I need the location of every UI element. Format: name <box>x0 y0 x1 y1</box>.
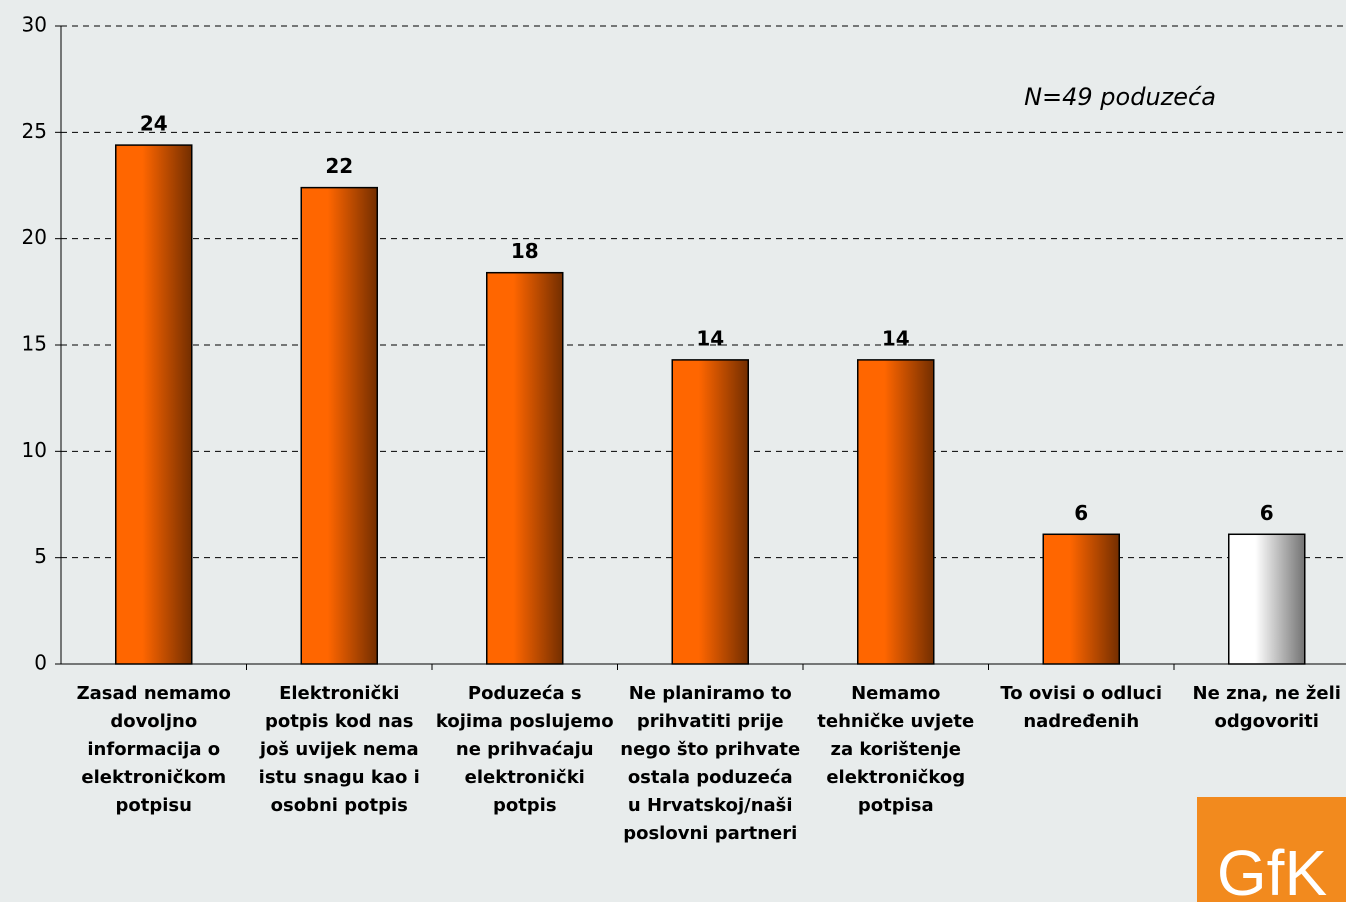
value-label: 6 <box>1074 501 1088 525</box>
y-tick-label: 25 <box>22 119 47 143</box>
bar <box>115 144 193 665</box>
bar <box>671 359 749 665</box>
y-tick-label: 5 <box>34 544 47 568</box>
bar <box>486 271 564 665</box>
x-tick-label: Ne zna, ne želi odgovoriti <box>1192 683 1341 732</box>
value-label: 18 <box>511 239 539 263</box>
x-tick-label: Ne planiramo to prihvatiti prije nego št… <box>620 683 801 844</box>
x-tick-label: Nemamo tehničke uvjete za korištenje ele… <box>817 683 975 816</box>
y-tick-label: 15 <box>22 332 47 356</box>
x-tick-label: Elektronički potpis kod nas još uvijek n… <box>258 683 420 816</box>
x-tick-label: Poduzeća s kojima poslujemo ne prihvaćaj… <box>435 683 614 816</box>
bar <box>300 186 378 665</box>
bar <box>1042 533 1120 665</box>
y-tick-label: 0 <box>34 651 47 675</box>
annotation: N=49 poduzeća <box>1024 83 1216 111</box>
x-tick-label: Zasad nemamo dovoljno informacija o elek… <box>76 683 231 816</box>
y-tick-label: 10 <box>22 438 47 462</box>
bar <box>857 359 935 665</box>
y-tick-label: 20 <box>22 225 47 249</box>
logo-box <box>1197 797 1346 902</box>
x-tick-label: To ovisi o odluci nadređenih <box>1000 683 1163 732</box>
bar <box>1228 533 1306 665</box>
value-label: 6 <box>1260 501 1274 525</box>
value-label: 14 <box>696 326 724 350</box>
value-label: 24 <box>140 112 168 136</box>
y-tick-label: 30 <box>22 13 47 37</box>
value-label: 14 <box>882 326 910 350</box>
value-label: 22 <box>325 154 353 178</box>
logo: GfK <box>1217 837 1327 902</box>
